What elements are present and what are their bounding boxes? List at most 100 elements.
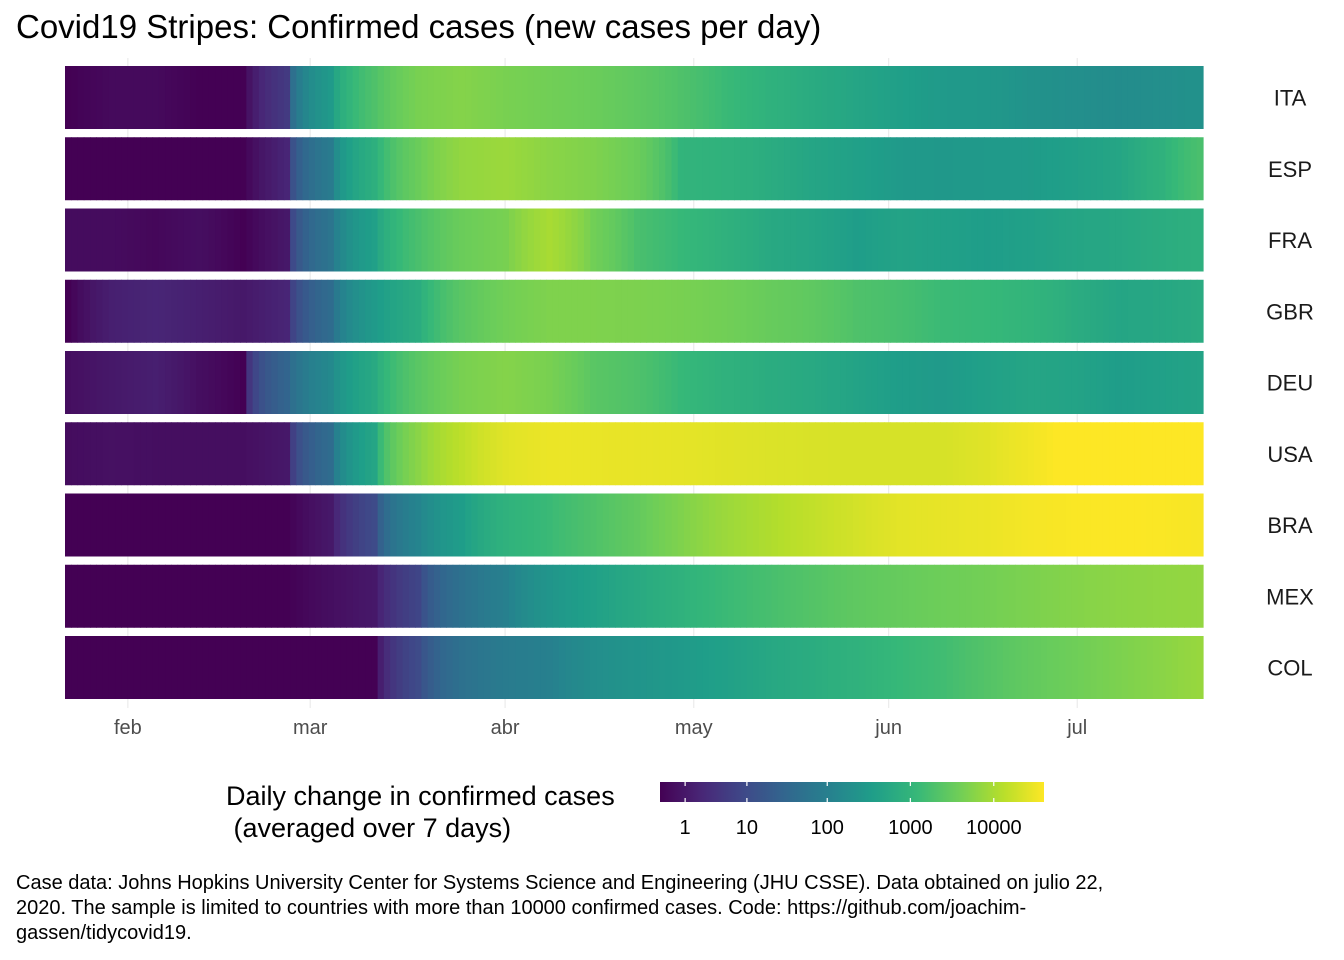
stripe-cell — [452, 137, 460, 201]
stripe-cell — [821, 66, 829, 129]
stripe-cell — [96, 208, 104, 272]
stripe-cell — [871, 208, 879, 272]
stripe-cell — [483, 636, 491, 699]
stripe-cell — [290, 351, 297, 414]
legend-tick-label: 10 — [736, 817, 758, 839]
stripe-rows — [65, 66, 1204, 699]
stripe-cell — [765, 493, 773, 557]
stripe-cell — [271, 636, 279, 699]
stripe-cell — [827, 493, 835, 557]
stripe-cell — [802, 208, 810, 272]
stripe-cell — [1046, 564, 1054, 628]
stripe-cell — [83, 636, 91, 699]
stripe-cell — [533, 279, 541, 343]
stripe-cell — [865, 351, 873, 414]
stripe-cell — [83, 208, 91, 272]
stripe-cell — [608, 422, 616, 486]
stripe-cell — [177, 493, 185, 557]
stripe-cell — [727, 279, 735, 343]
stripe-cell — [127, 636, 135, 699]
stripe-cell — [1009, 66, 1017, 129]
stripe-cell — [1146, 636, 1154, 699]
stripe-cell — [165, 564, 172, 628]
stripe-cell — [471, 279, 479, 343]
stripe-cell — [909, 137, 916, 201]
stripe-cell — [852, 208, 860, 272]
stripe-cell — [627, 208, 635, 272]
stripe-cell — [1046, 636, 1054, 699]
stripe-cell — [802, 493, 810, 557]
stripe-cell — [290, 137, 297, 201]
stripe-cell — [446, 208, 454, 272]
stripe-cell — [577, 279, 585, 343]
stripe-cell — [1040, 351, 1048, 414]
stripe-cell — [871, 422, 879, 486]
stripe-cell — [890, 137, 898, 201]
stripe-cell — [483, 564, 491, 628]
stripe-cell — [346, 208, 354, 272]
stripe-cell — [433, 208, 441, 272]
stripe-cell — [940, 564, 948, 628]
stripe-cell — [840, 493, 848, 557]
stripe-cell — [296, 208, 304, 272]
stripe-cell — [690, 137, 698, 201]
stripe-cell — [877, 493, 885, 557]
stripe-cell — [340, 66, 347, 129]
stripe-cell — [115, 137, 122, 201]
stripe-cell — [177, 636, 185, 699]
stripe-cell — [552, 564, 560, 628]
stripe-cell — [734, 493, 741, 557]
stripe-cell — [1127, 66, 1135, 129]
stripe-cell — [1040, 279, 1048, 343]
stripe-cell — [921, 422, 929, 486]
stripe-cell — [121, 279, 129, 343]
stripe-cell — [358, 279, 366, 343]
stripe-cell — [971, 137, 979, 201]
stripe-cell — [208, 66, 216, 129]
stripe-cell — [102, 66, 110, 129]
stripe-cell — [615, 564, 623, 628]
stripe-cell — [302, 208, 310, 272]
stripe-cell — [815, 493, 823, 557]
stripe-cell — [371, 422, 379, 486]
stripe-cell — [640, 137, 648, 201]
stripe-cell — [827, 351, 835, 414]
stripe-cell — [1002, 279, 1010, 343]
stripe-cell — [965, 564, 973, 628]
stripe-cell — [327, 208, 335, 272]
stripe-cell — [371, 279, 379, 343]
stripe-cell — [565, 66, 573, 129]
stripe-cell — [1090, 137, 1098, 201]
stripe-cell — [408, 636, 416, 699]
stripe-cell — [1096, 636, 1104, 699]
stripe-cell — [602, 279, 610, 343]
stripe-cell — [577, 137, 585, 201]
stripe-cell — [396, 279, 404, 343]
stripe-cell — [265, 137, 272, 201]
stripe-cell — [65, 137, 72, 201]
stripe-cell — [427, 208, 435, 272]
stripe-cell — [952, 422, 960, 486]
stripe-cell — [258, 493, 266, 557]
stripe-cell — [677, 279, 685, 343]
stripe-cell — [790, 66, 798, 129]
stripe-cell — [859, 493, 866, 557]
stripe-cell — [352, 351, 360, 414]
stripe-cell — [1190, 351, 1198, 414]
stripe-cell — [1065, 493, 1073, 557]
stripe-cell — [508, 564, 516, 628]
stripe-cell — [1146, 493, 1154, 557]
stripe-cell — [540, 66, 548, 129]
stripe-cell — [1096, 279, 1104, 343]
stripe-cell — [834, 208, 841, 272]
stripe-cell — [677, 636, 685, 699]
stripe-cell — [990, 208, 998, 272]
stripe-cell — [252, 493, 260, 557]
stripe-cell — [483, 493, 491, 557]
stripe-cell — [583, 636, 591, 699]
stripe-cell — [590, 636, 598, 699]
stripe-cell — [283, 636, 291, 699]
stripe-cell — [984, 493, 991, 557]
stripe-cell — [208, 493, 216, 557]
stripe-cell — [1146, 279, 1154, 343]
